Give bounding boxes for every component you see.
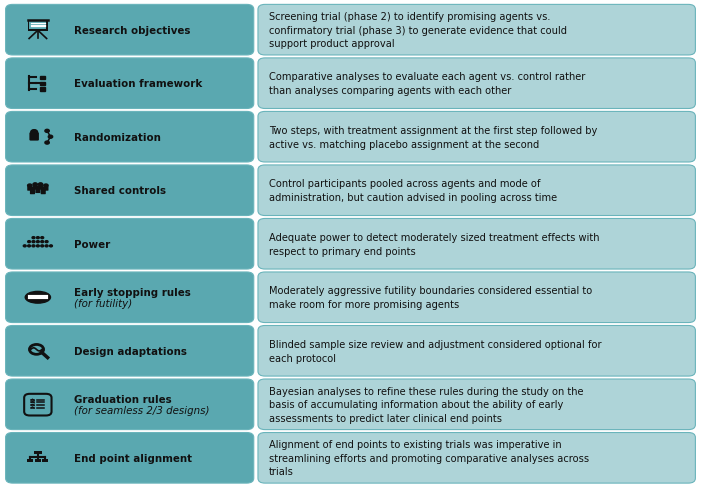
FancyBboxPatch shape [30,191,35,195]
Circle shape [32,241,35,243]
Circle shape [32,245,35,247]
Circle shape [45,142,49,145]
Circle shape [30,188,34,191]
Circle shape [33,183,37,186]
Circle shape [41,245,43,247]
Text: Design adaptations: Design adaptations [74,346,187,356]
Text: End point alignment: End point alignment [74,453,192,463]
Bar [35,459,41,462]
Circle shape [36,245,39,247]
FancyBboxPatch shape [6,379,254,430]
Bar [32,246,34,248]
Bar [46,242,48,244]
Bar [28,242,30,244]
Bar [36,246,39,248]
FancyBboxPatch shape [258,5,695,56]
Text: Power: Power [74,239,111,249]
FancyBboxPatch shape [258,379,695,430]
Text: Randomization: Randomization [74,132,161,142]
Text: Adequate power to detect moderately sized treatment effects with
respect to prim: Adequate power to detect moderately size… [269,232,599,256]
FancyBboxPatch shape [35,189,41,194]
Bar [41,238,43,240]
Text: Comparative analyses to evaluate each agent vs. control rather
than analyses com: Comparative analyses to evaluate each ag… [269,72,585,96]
Circle shape [32,237,35,239]
Bar [41,242,43,244]
Circle shape [36,237,39,239]
Bar [40,82,45,86]
Text: (for seamless 2/3 designs): (for seamless 2/3 designs) [74,406,210,415]
Circle shape [41,237,43,239]
Text: Screening trial (phase 2) to identify promising agents vs.
confirmatory trial (p: Screening trial (phase 2) to identify pr… [269,12,567,49]
Text: Shared controls: Shared controls [74,186,166,196]
FancyBboxPatch shape [6,433,254,483]
FancyBboxPatch shape [27,187,32,191]
FancyBboxPatch shape [41,191,46,195]
Bar [42,459,48,462]
FancyBboxPatch shape [6,165,254,216]
Circle shape [45,241,48,243]
FancyBboxPatch shape [6,326,254,376]
FancyBboxPatch shape [6,59,254,109]
Bar [36,242,39,244]
FancyBboxPatch shape [258,433,695,483]
FancyBboxPatch shape [258,112,695,163]
Bar [36,238,39,240]
Circle shape [27,245,31,247]
Text: Evaluation framework: Evaluation framework [74,79,203,89]
FancyBboxPatch shape [258,326,695,376]
Circle shape [27,184,32,188]
Bar [28,246,30,248]
Bar [32,242,34,244]
Circle shape [36,187,40,190]
Bar [32,238,34,240]
FancyBboxPatch shape [29,133,39,142]
Text: Control participants pooled across agents and mode of
administration, but cautio: Control participants pooled across agent… [269,179,557,203]
Bar [29,22,46,30]
Circle shape [45,245,48,247]
Bar [41,246,43,248]
FancyBboxPatch shape [6,5,254,56]
Text: Early stopping rules: Early stopping rules [74,287,191,298]
Bar [24,246,26,248]
Circle shape [45,130,49,133]
Text: (for futility): (for futility) [74,299,132,309]
Circle shape [23,245,26,247]
Ellipse shape [25,292,50,304]
Circle shape [31,130,38,135]
Circle shape [43,184,48,188]
Circle shape [36,241,39,243]
FancyBboxPatch shape [38,186,43,190]
Text: Alignment of end points to existing trials was imperative in
streamlining effort: Alignment of end points to existing tria… [269,439,590,476]
Bar [40,88,45,92]
Circle shape [50,245,53,247]
FancyBboxPatch shape [6,112,254,163]
Bar [27,459,34,462]
Circle shape [27,241,31,243]
FancyBboxPatch shape [33,186,38,190]
FancyBboxPatch shape [258,165,695,216]
FancyBboxPatch shape [6,272,254,323]
Text: Blinded sample size review and adjustment considered optional for
each protocol: Blinded sample size review and adjustmen… [269,339,602,363]
Bar [28,21,48,32]
FancyBboxPatch shape [258,219,695,269]
Text: Two steps, with treatment assignment at the first step followed by
active vs. ma: Two steps, with treatment assignment at … [269,125,597,149]
Bar [50,246,52,248]
Text: Moderately aggressive futility boundaries considered essential to
make room for : Moderately aggressive futility boundarie… [269,286,592,309]
Circle shape [48,136,53,139]
Bar [46,246,48,248]
Bar [34,451,41,454]
Text: Research objectives: Research objectives [74,25,191,36]
FancyBboxPatch shape [258,59,695,109]
Bar [40,77,45,80]
FancyBboxPatch shape [43,187,48,191]
Circle shape [39,183,43,186]
Text: Graduation rules: Graduation rules [74,394,172,405]
FancyBboxPatch shape [258,272,695,323]
Circle shape [41,241,43,243]
FancyBboxPatch shape [6,219,254,269]
Text: Bayesian analyses to refine these rules during the study on the
basis of accumul: Bayesian analyses to refine these rules … [269,386,584,423]
Circle shape [41,188,46,191]
